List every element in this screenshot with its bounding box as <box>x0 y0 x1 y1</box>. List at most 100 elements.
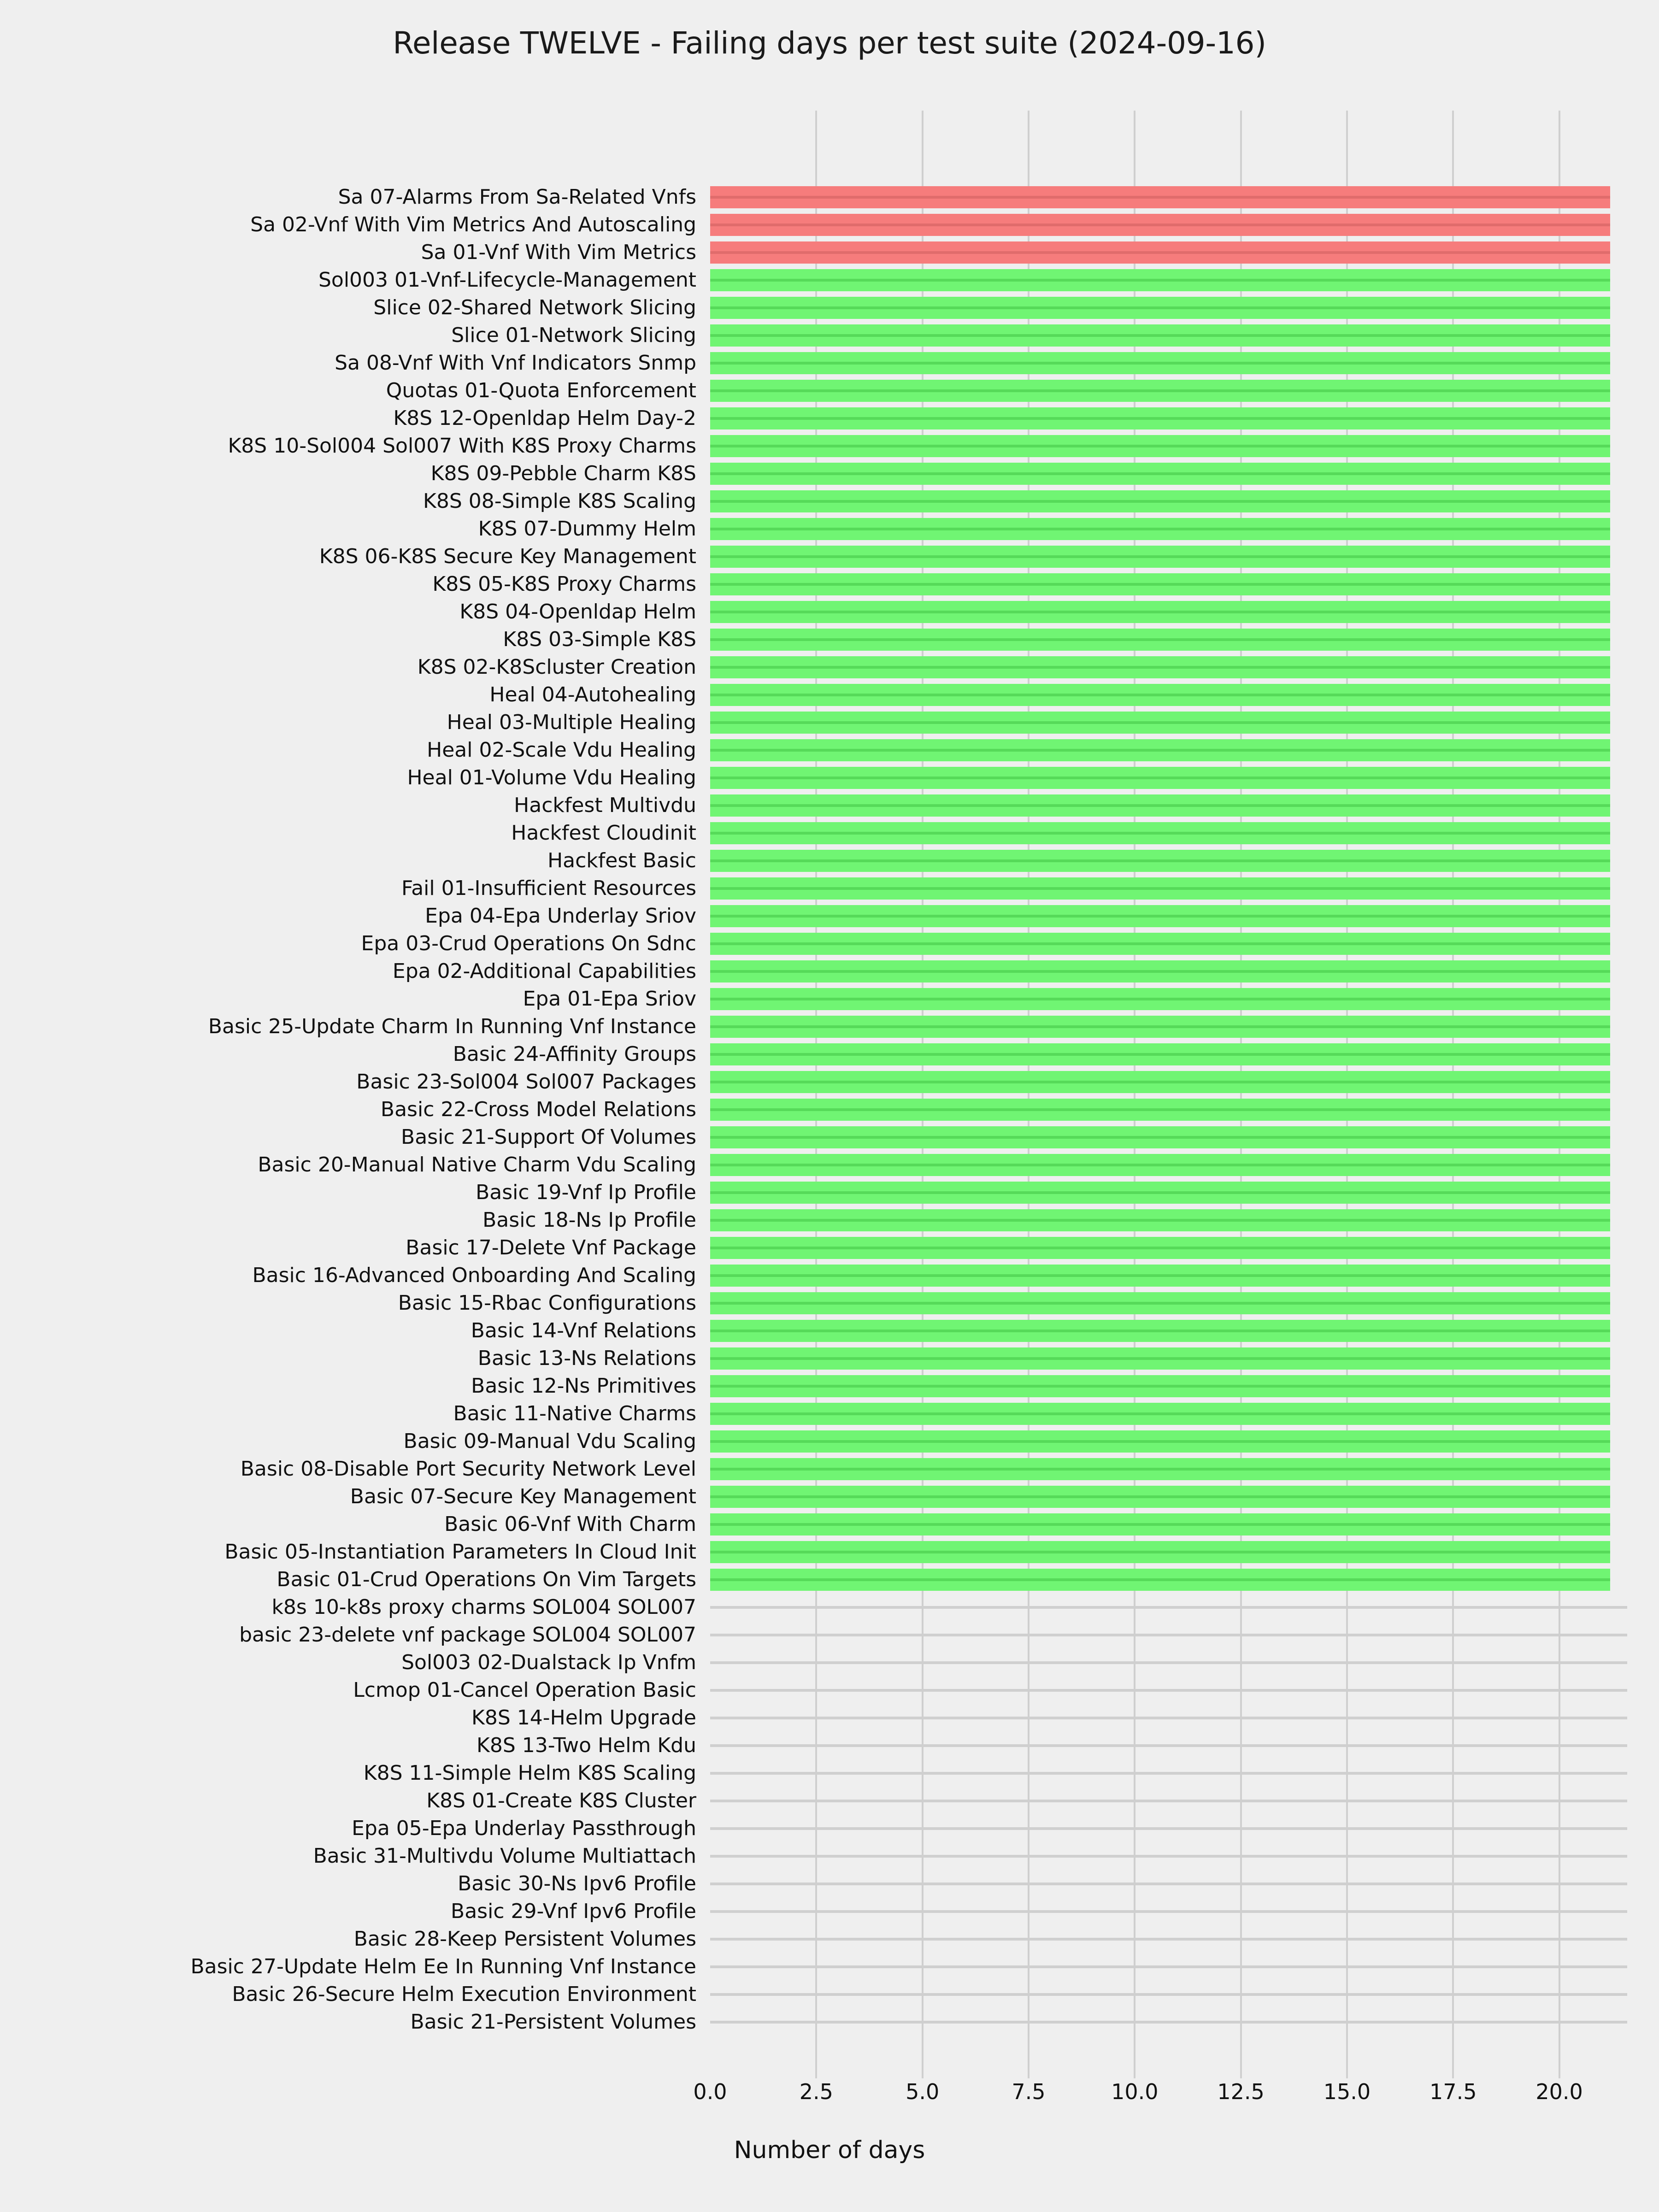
bar-row: Basic 22-Cross Model Relations <box>0 1096 1659 1124</box>
bar[interactable] <box>710 1458 1611 1480</box>
bar-track <box>710 656 1627 678</box>
bar-seam <box>710 445 1611 447</box>
bar[interactable] <box>710 1126 1611 1148</box>
bar[interactable] <box>710 794 1611 817</box>
bar[interactable] <box>710 629 1611 651</box>
bar[interactable] <box>710 573 1611 595</box>
y-axis-tick-label: Sol003 01-Vnf-Lifecycle-Management <box>318 268 696 292</box>
bar[interactable] <box>710 1071 1611 1093</box>
bar[interactable] <box>710 297 1611 319</box>
bar[interactable] <box>710 1099 1611 1121</box>
bar[interactable] <box>710 822 1611 844</box>
bar-row: Heal 03-Multiple Healing <box>0 709 1659 736</box>
gridline-5.0 <box>921 111 924 2078</box>
bar-row: Epa 05-Epa Underlay Passthrough <box>0 1815 1659 1842</box>
bar[interactable] <box>710 1292 1611 1314</box>
bar[interactable] <box>710 1965 1627 1968</box>
y-axis-tick-label: Epa 01-Epa Sriov <box>523 987 696 1011</box>
bar[interactable] <box>710 490 1611 512</box>
bar[interactable] <box>710 1265 1611 1287</box>
bar[interactable] <box>710 1347 1611 1370</box>
bar[interactable] <box>710 380 1611 402</box>
bar[interactable] <box>710 1320 1611 1342</box>
bar[interactable] <box>710 1209 1611 1231</box>
bar-track <box>710 1845 1627 1867</box>
bar[interactable] <box>710 1541 1611 1563</box>
bar-track <box>710 241 1627 264</box>
y-axis-tick-label: Sa 01-Vnf With Vim Metrics <box>421 241 696 264</box>
bar[interactable] <box>710 463 1611 485</box>
bar-seam <box>710 389 1611 392</box>
bar[interactable] <box>710 269 1611 291</box>
bar-row: K8S 11-Simple Helm K8S Scaling <box>0 1759 1659 1787</box>
bar[interactable] <box>710 352 1611 374</box>
bar[interactable] <box>710 1634 1627 1636</box>
bar-track <box>710 518 1627 540</box>
bar[interactable] <box>710 933 1611 955</box>
bar-seam <box>710 694 1611 696</box>
y-axis-tick-label: K8S 07-Dummy Helm <box>478 517 696 541</box>
bar[interactable] <box>710 1237 1611 1259</box>
gridline-17.5 <box>1452 111 1454 2078</box>
bar-row: Heal 01-Volume Vdu Healing <box>0 764 1659 792</box>
bar[interactable] <box>710 1689 1627 1692</box>
x-axis-ticks: 0.0 2.5 5.0 7.5 10.0 12.5 15.0 17.5 20.0 <box>0 2079 1659 2121</box>
bar[interactable] <box>710 324 1611 347</box>
bar-row: Basic 31-Multivdu Volume Multiattach <box>0 1842 1659 1870</box>
bar[interactable] <box>710 712 1611 734</box>
bar[interactable] <box>710 1154 1611 1176</box>
bar-row: Heal 04-Autohealing <box>0 681 1659 709</box>
bar-row: Basic 15-Rbac Configurations <box>0 1289 1659 1317</box>
bar-seam <box>710 1440 1611 1443</box>
bar[interactable] <box>710 988 1611 1010</box>
bar[interactable] <box>710 546 1611 568</box>
bar[interactable] <box>710 1016 1611 1038</box>
bar[interactable] <box>710 1606 1627 1609</box>
bar[interactable] <box>710 1993 1627 1996</box>
bar[interactable] <box>710 739 1611 761</box>
bar-track <box>710 1403 1627 1425</box>
bar[interactable] <box>710 1661 1627 1664</box>
bar[interactable] <box>710 2021 1627 2024</box>
bar-row: Basic 08-Disable Port Security Network L… <box>0 1455 1659 1483</box>
bar[interactable] <box>710 1827 1627 1830</box>
bar[interactable] <box>710 1744 1627 1747</box>
bar[interactable] <box>710 1938 1627 1941</box>
bar[interactable] <box>710 1375 1611 1397</box>
bar[interactable] <box>710 1403 1611 1425</box>
bar[interactable] <box>710 186 1611 208</box>
bar-row: basic 23-delete vnf package SOL004 SOL00… <box>0 1621 1659 1649</box>
bar-seam <box>710 1274 1611 1277</box>
bar[interactable] <box>710 1800 1627 1802</box>
bar[interactable] <box>710 850 1611 872</box>
bar[interactable] <box>710 767 1611 789</box>
y-axis-tick-label: Basic 11-Native Charms <box>453 1402 696 1425</box>
bar[interactable] <box>710 656 1611 678</box>
bar[interactable] <box>710 1182 1611 1204</box>
bar[interactable] <box>710 1486 1611 1508</box>
bar[interactable] <box>710 1569 1611 1591</box>
bar[interactable] <box>710 601 1611 623</box>
bar[interactable] <box>710 1717 1627 1719</box>
bar[interactable] <box>710 1430 1611 1453</box>
bar[interactable] <box>710 1513 1611 1535</box>
bar[interactable] <box>710 684 1611 706</box>
bar[interactable] <box>710 518 1611 540</box>
bar[interactable] <box>710 1910 1627 1913</box>
bar[interactable] <box>710 1043 1611 1065</box>
bar[interactable] <box>710 1772 1627 1775</box>
bar-row: Basic 12-Ns Primitives <box>0 1372 1659 1400</box>
bar[interactable] <box>710 1855 1627 1858</box>
bar[interactable] <box>710 960 1611 982</box>
bar[interactable] <box>710 407 1611 429</box>
bar[interactable] <box>710 1883 1627 1885</box>
bar[interactable] <box>710 877 1611 900</box>
bar[interactable] <box>710 214 1611 236</box>
bar[interactable] <box>710 435 1611 457</box>
bar[interactable] <box>710 905 1611 927</box>
bar-track <box>710 905 1627 927</box>
bar-track <box>710 1956 1627 1978</box>
bar-row: Epa 04-Epa Underlay Sriov <box>0 902 1659 930</box>
bar[interactable] <box>710 241 1611 264</box>
x-tick-label: 20.0 <box>1535 2079 1583 2104</box>
